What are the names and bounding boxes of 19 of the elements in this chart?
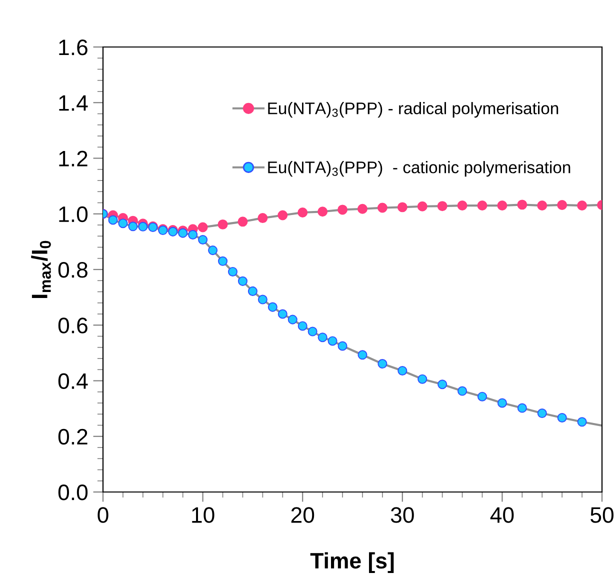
y-axis-title: I$_{max}$/I$_{0}$ [31,240,51,298]
legend-label: Eu(NTA)$_{3}$(PPP) - radical polymerisation [268,102,558,118]
y-tick-label: 1.0 [59,206,88,222]
x-tick-label: 20 [291,507,314,523]
y-tick-label: 1.4 [59,95,88,111]
legend-label: Eu(NTA)$_{3}$(PPP) - cationic polymerisation [268,161,570,177]
y-tick-label: 0.6 [58,318,88,334]
y-tick-label: 0.4 [58,373,88,390]
x-tick-label: 0 [98,507,108,523]
y-tick-label: 1.6 [59,40,88,56]
x-tick-label: 40 [490,507,514,523]
y-tick-label: 0.8 [58,262,88,278]
x-tick-label: 10 [192,507,214,523]
x-tick-label: 50 [590,507,614,523]
x-axis-title: Time [s] [310,552,394,574]
x-tick-label: 30 [390,507,414,523]
y-tick-label: 0.0 [58,484,88,500]
y-tick-label: 0.2 [58,428,88,445]
y-tick-label: 1.2 [59,150,88,166]
